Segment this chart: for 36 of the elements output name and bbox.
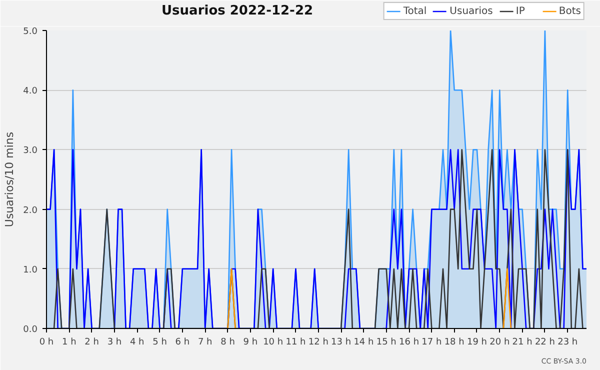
y-tick-label: 1.0 (23, 265, 38, 276)
x-tick-label: 0 h (39, 338, 54, 348)
x-tick-label: 16 h (399, 338, 420, 348)
x-tick-label: 22 h (534, 338, 555, 348)
x-tick-label: 3 h (107, 338, 122, 348)
legend-label: IP (516, 5, 526, 17)
x-tick-label: 13 h (331, 338, 352, 348)
x-tick-label: 17 h (422, 338, 442, 348)
legend-label: Usuarios (450, 5, 493, 17)
x-tick-label: 14 h (354, 338, 374, 348)
x-tick-label: 21 h (512, 338, 532, 348)
x-tick-label: 7 h (198, 338, 212, 348)
x-tick-label: 9 h (243, 338, 258, 348)
x-tick-label: 10 h (263, 338, 284, 348)
x-tick-label: 18 h (444, 338, 464, 348)
y-tick-label: 5.0 (23, 27, 38, 37)
y-axis-title: Usuarios/10 mins (3, 132, 16, 228)
x-tick-label: 23 h (558, 338, 578, 348)
y-tick-label: 4.0 (23, 86, 38, 97)
x-tick-label: 8 h (220, 338, 235, 348)
x-tick-label: 19 h (466, 338, 488, 348)
x-tick-label: 2 h (84, 338, 99, 348)
x-tick-label: 1 h (62, 338, 76, 348)
x-tick-label: 11 h (286, 338, 306, 348)
y-tick-label: 3.0 (23, 146, 38, 156)
x-tick-label: 4 h (130, 338, 144, 348)
x-tick-label: 5 h (152, 338, 167, 348)
x-tick-label: 20 h (490, 338, 510, 348)
y-tick-label: 0.0 (23, 325, 38, 335)
x-tick-label: 15 h (376, 338, 396, 348)
legend-label: Bots (558, 5, 581, 17)
chart-title: Usuarios 2022-12-22 (162, 4, 314, 18)
legend-label: Total (403, 5, 427, 17)
x-tick-label: 6 h (175, 338, 190, 348)
y-tick-label: 2.0 (23, 206, 38, 216)
x-tick-label: 12 h (308, 338, 328, 348)
